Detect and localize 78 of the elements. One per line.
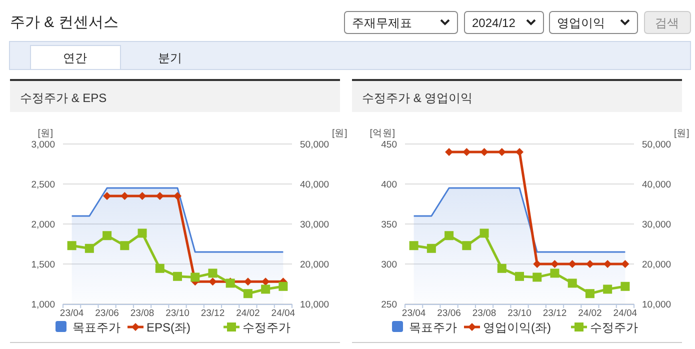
text: 분기 (158, 51, 182, 65)
point (409, 241, 418, 250)
point (444, 231, 454, 240)
point (120, 241, 130, 250)
y-tick-label: 2,000 (31, 220, 55, 230)
y2-axis-title: [원] (674, 128, 690, 139)
x-tick-label: 23/12 (200, 308, 225, 319)
y-tick-label: 350 (381, 220, 397, 230)
y2-tick-label: 50,000 (642, 140, 672, 150)
y-axis-title: [원] (38, 128, 53, 139)
y2-tick-label: 20,000 (642, 260, 672, 270)
y-tick-label: 400 (381, 180, 397, 190)
y-tick-label: 300 (381, 260, 397, 270)
point (497, 264, 506, 273)
text: 영업이익 (557, 16, 605, 30)
y-tick-label: 450 (381, 140, 397, 150)
point (568, 278, 577, 288)
point (480, 228, 489, 238)
point (261, 284, 270, 294)
x-tick-label: 23/06 (437, 308, 461, 319)
point (585, 289, 594, 298)
y2-tick-label: 30,000 (642, 220, 672, 230)
y-tick-label: 1,500 (31, 260, 55, 270)
x-tick-label: 23/08 (472, 308, 496, 319)
text: 주재무제표 (352, 16, 412, 30)
point (173, 272, 182, 281)
x-tick-label: 23/10 (508, 308, 532, 319)
y-tick-label: 250 (381, 300, 397, 310)
legend-label: 목표주가 (72, 320, 120, 334)
text: 2024/12 (472, 16, 516, 30)
point (462, 241, 472, 250)
y-tick-label: 3,000 (31, 140, 55, 150)
x-tick-label: 24/04 (271, 308, 296, 319)
y2-tick-label: 20,000 (300, 260, 330, 270)
x-tick-label: 23/12 (542, 308, 567, 319)
y2-tick-label: 30,000 (300, 220, 330, 230)
point (426, 244, 436, 253)
x-tick-label: 23/06 (95, 308, 119, 319)
x-tick-label: 23/10 (166, 308, 190, 319)
x-tick-label: 23/08 (130, 308, 154, 319)
x-tick-label: 24/02 (578, 308, 602, 319)
text: 연간 (63, 51, 87, 65)
point (515, 272, 524, 281)
y2-tick-label: 40,000 (300, 180, 330, 190)
y-tick-label: 2,500 (31, 180, 55, 190)
point (278, 282, 288, 291)
y2-tick-label: 10,000 (300, 300, 330, 310)
legend-label: 수정주가 (590, 320, 638, 334)
legend-label: 목표주가 (409, 320, 457, 334)
y2-tick-label: 40,000 (642, 180, 672, 190)
point (190, 272, 200, 282)
x-tick-label: 23/04 (60, 308, 84, 319)
legend-label: 영업이익(좌) (483, 320, 551, 334)
point (243, 289, 252, 298)
text: 주가 & 컨센서스 (10, 14, 118, 31)
point (84, 244, 94, 253)
point (208, 268, 218, 278)
y2-axis-title: [원] (332, 128, 348, 139)
chart-title: 수정주가 & EPS (20, 91, 107, 105)
y2-tick-label: 50,000 (300, 140, 330, 150)
chart-title: 수정주가 & 영업이익 (362, 91, 473, 105)
x-tick-label: 24/02 (236, 308, 260, 319)
x-tick-label: 23/04 (402, 308, 426, 319)
legend-label: EPS(좌) (146, 320, 191, 334)
point (138, 228, 147, 238)
point (603, 284, 612, 294)
point (155, 264, 164, 273)
x-tick-label: 24/04 (613, 308, 638, 319)
point (67, 241, 76, 250)
point (550, 268, 560, 278)
text: 검색 (655, 16, 679, 30)
point (620, 282, 630, 291)
y2-tick-label: 10,000 (642, 300, 672, 310)
point (532, 272, 542, 282)
point (102, 231, 112, 240)
legend-label: 수정주가 (242, 320, 290, 334)
y-axis-title: [억원] (370, 128, 395, 139)
y-tick-label: 1,000 (31, 300, 55, 310)
